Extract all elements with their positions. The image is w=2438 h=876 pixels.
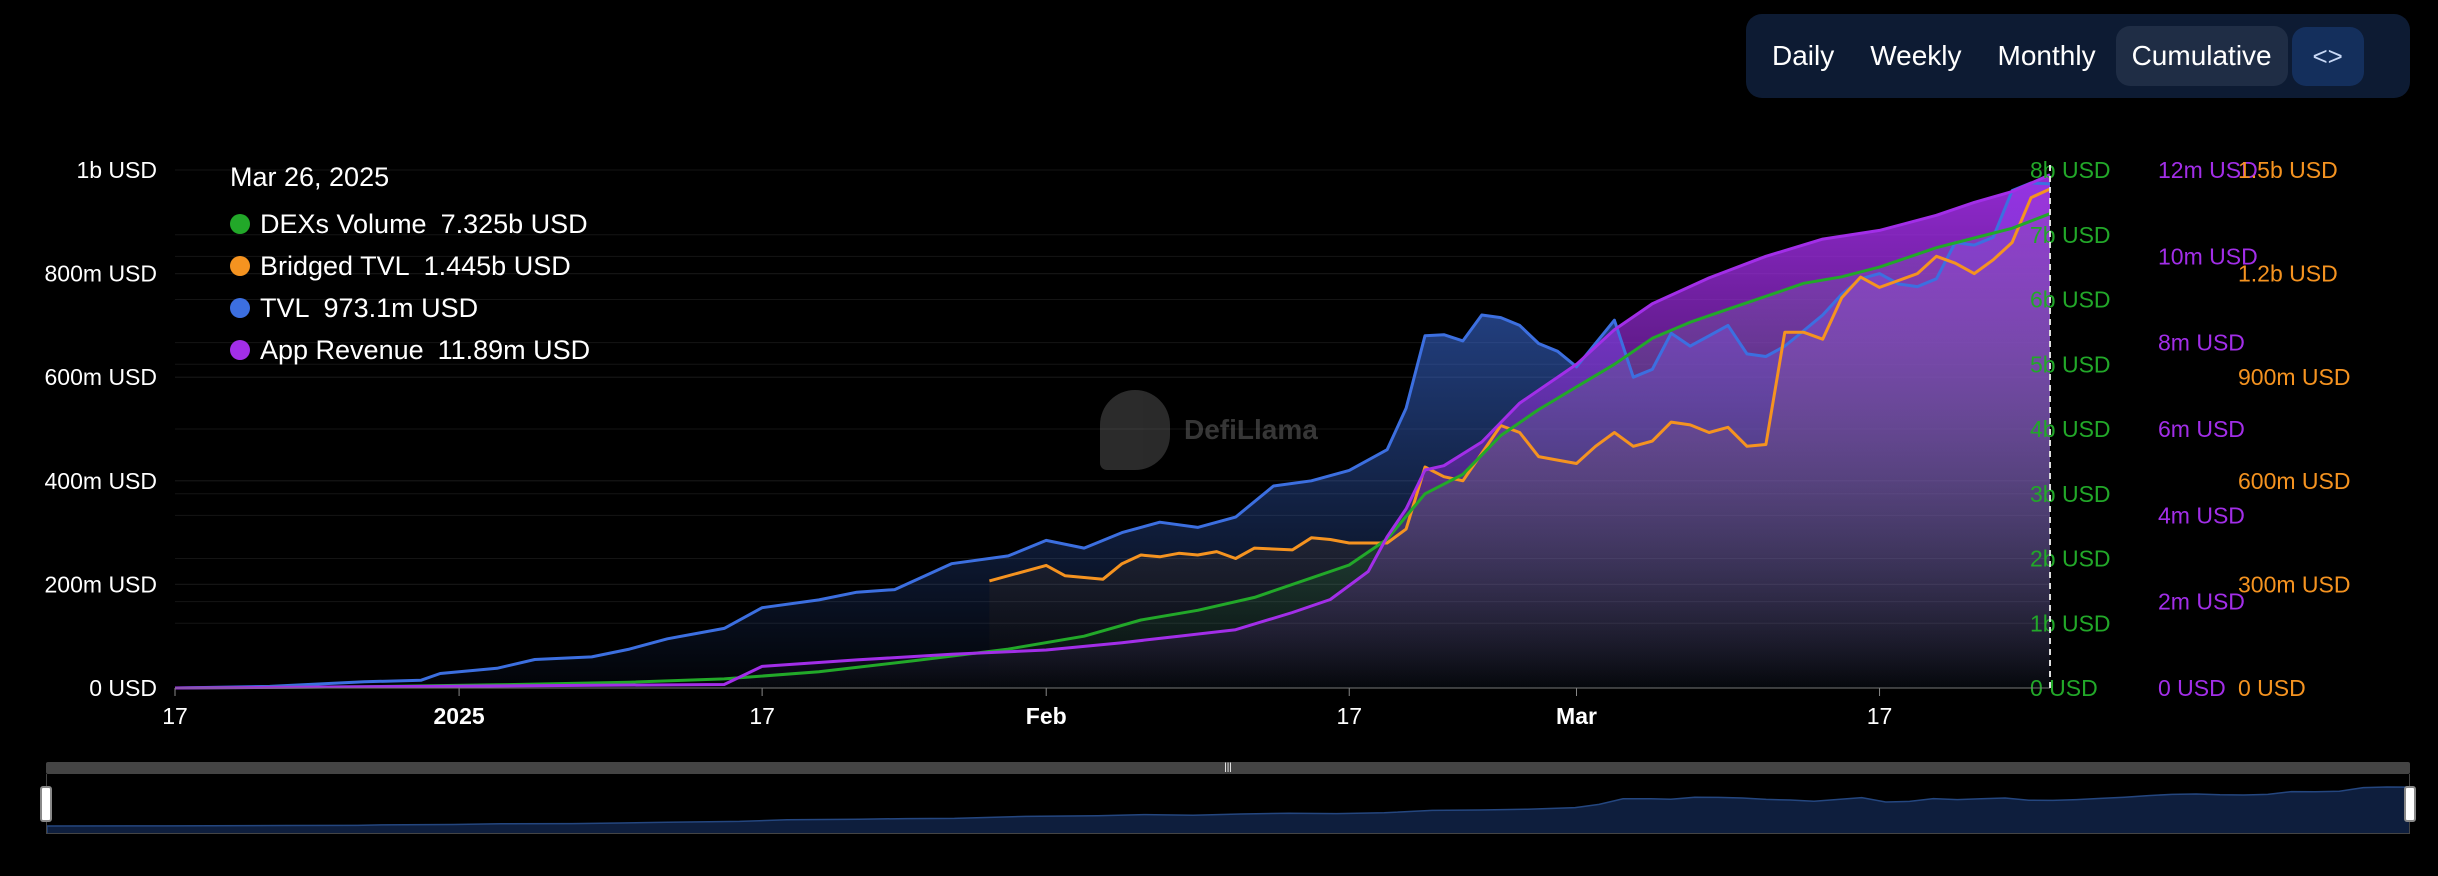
x-tick-label: 17: [749, 703, 775, 729]
y-tick-label: 300m USD: [2238, 571, 2350, 597]
tooltip-row-tvl: TVL 973.1m USD: [230, 287, 590, 329]
tooltip-row-value: 11.89m USD: [437, 334, 591, 365]
y-tick-label: 12m USD: [2158, 157, 2258, 183]
tooltip-row-name: App Revenue: [260, 334, 424, 365]
x-tick-label: 17: [1867, 703, 1893, 729]
y-tick-label: 4b USD: [2030, 416, 2111, 442]
app-revenue-area: [175, 174, 2050, 688]
tooltip-row-name: DEXs Volume: [260, 208, 427, 239]
x-tick-label: 17: [162, 703, 188, 729]
y-tick-label: 6m USD: [2158, 416, 2245, 442]
y-tick-label: 0 USD: [2158, 675, 2226, 701]
y-tick-label: 1b USD: [76, 157, 157, 183]
x-tick-label: Feb: [1026, 703, 1067, 729]
tvl-dot-icon: [230, 298, 250, 318]
app-revenue-line: [174, 173, 2051, 690]
tooltip-row-value: 7.325b USD: [440, 208, 588, 239]
chart-period-tabs: Daily Weekly Monthly Cumulative <>: [1746, 14, 2410, 98]
y-tick-label: 7b USD: [2030, 222, 2111, 248]
tooltip-row-value: 973.1m USD: [323, 292, 479, 323]
y-tick-label: 1b USD: [2030, 610, 2111, 636]
navigator-preview: [47, 786, 2409, 833]
tooltip-row-dexs-volume: DEXs Volume 7.325b USD: [230, 203, 590, 245]
x-tick-label: Mar: [1556, 703, 1597, 729]
navigator-left-handle[interactable]: [40, 786, 52, 822]
y-tick-label: 6b USD: [2030, 287, 2111, 313]
bridged-tvl-line: [989, 187, 2051, 583]
watermark: DefiLlama: [1100, 390, 1318, 470]
series-lines: [174, 173, 2051, 690]
y-tick-label: 3b USD: [2030, 481, 2111, 507]
tooltip-date: Mar 26, 2025: [230, 162, 390, 192]
y-tick-label: 1.5b USD: [2238, 157, 2338, 183]
y-tick-label: 1.2b USD: [2238, 261, 2338, 287]
tooltip-row-value: 1.445b USD: [423, 250, 571, 281]
defillama-logo-icon: [1100, 390, 1170, 470]
y-tick-label: 5b USD: [2030, 351, 2111, 377]
x-tick-label: 17: [1336, 703, 1362, 729]
watermark-text: DefiLlama: [1184, 414, 1318, 445]
y-tick-label: 8b USD: [2030, 157, 2111, 183]
y-tick-label: 800m USD: [45, 261, 157, 287]
navigator-right-handle[interactable]: [2404, 786, 2416, 822]
y-tick-label: 400m USD: [45, 468, 157, 494]
range-navigator[interactable]: |||: [40, 762, 2416, 836]
tab-weekly[interactable]: Weekly: [1870, 40, 1962, 71]
grip-icon[interactable]: |||: [1224, 762, 1232, 773]
y-tick-label: 8m USD: [2158, 330, 2245, 356]
tooltip-row-app-revenue: App Revenue 11.89m USD: [230, 329, 590, 371]
y-tick-label: 2m USD: [2158, 589, 2245, 615]
tab-cumulative[interactable]: Cumulative: [2115, 26, 2288, 86]
y-tick-label: 0 USD: [2238, 675, 2306, 701]
navigator-window[interactable]: [46, 774, 2410, 834]
app-revenue-dot-icon: [230, 340, 250, 360]
tooltip-row-name: TVL: [260, 292, 310, 323]
code-icon[interactable]: <>: [2291, 26, 2364, 86]
tab-monthly[interactable]: Monthly: [1997, 40, 2096, 71]
y-tick-label: 0 USD: [89, 675, 157, 701]
y-tick-label: 4m USD: [2158, 502, 2245, 528]
y-tick-label: 900m USD: [2238, 364, 2350, 390]
y-tick-label: 200m USD: [45, 571, 157, 597]
bridged-tvl-dot-icon: [230, 256, 250, 276]
y-tick-label: 600m USD: [2238, 468, 2350, 494]
y-tick-label: 10m USD: [2158, 243, 2258, 269]
x-tick-label: 2025: [434, 703, 485, 729]
tooltip: Mar 26, 2025 DEXs Volume 7.325b USD Brid…: [230, 162, 590, 371]
dexs-volume-line: [174, 212, 2051, 690]
axis-labels: 0 USD 200m USD 400m USD 600m USD 800m USD 1b …: [45, 157, 2351, 729]
tooltip-row-name: Bridged TVL: [260, 250, 410, 281]
navigator-area: [47, 786, 2409, 833]
dexs-volume-dot-icon: [230, 214, 250, 234]
tooltip-row-bridged-tvl: Bridged TVL 1.445b USD: [230, 245, 590, 287]
y-tick-label: 2b USD: [2030, 546, 2111, 572]
series-areas: [175, 174, 2050, 688]
y-tick-label: 600m USD: [45, 364, 157, 390]
navigator-drag-bar[interactable]: |||: [46, 762, 2410, 774]
tab-daily[interactable]: Daily: [1772, 40, 1835, 71]
